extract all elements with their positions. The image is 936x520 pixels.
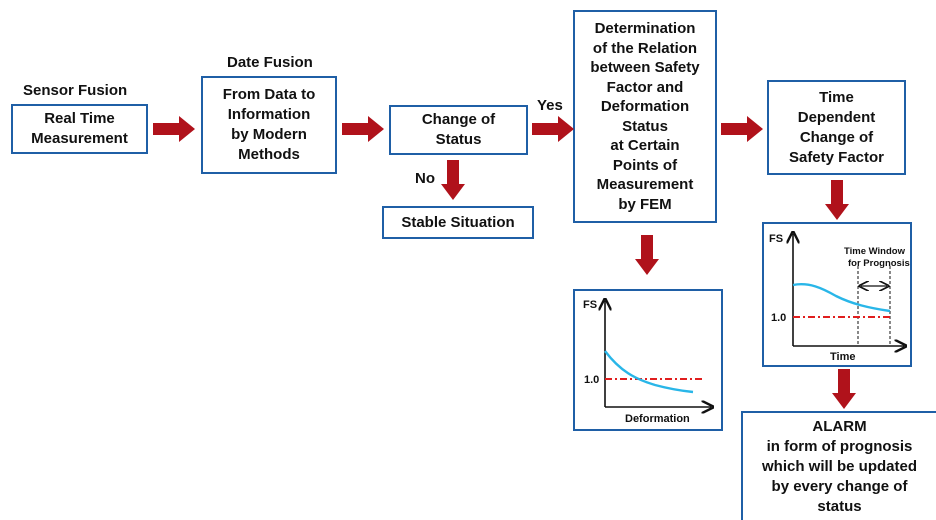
arrow-time-to-plot [825, 180, 849, 220]
stable-situation-box: Stable Situation [382, 206, 534, 239]
arrow-status-to-stable [441, 160, 465, 200]
time-fs-curve [792, 283, 891, 313]
arrow-status-to-fem [532, 116, 574, 142]
arrow-fem-to-plot [635, 235, 659, 275]
time-x-label: Time [830, 351, 855, 363]
data-to-information-box: From Data to Information by Modern Metho… [201, 76, 337, 174]
fem-y-label: FS [583, 299, 597, 311]
fem-relation-box: Determination of the Relation between Sa… [573, 10, 717, 223]
fs-time-plot: FS 1.0 Time Time Window for Prognosis [762, 222, 912, 367]
arrow-fem-to-time [721, 116, 763, 142]
time-window-label-line1: Time Window [844, 246, 906, 257]
time-threshold-label: 1.0 [771, 312, 786, 324]
date-fusion-label: Date Fusion [227, 54, 313, 71]
yes-label: Yes [537, 97, 563, 114]
fem-threshold-label: 1.0 [584, 374, 599, 386]
time-y-label: FS [769, 233, 783, 245]
arrow-data-to-status [342, 116, 384, 142]
time-window-label-line2: for Prognosis [848, 258, 910, 269]
time-dependent-safety-factor-box: Time Dependent Change of Safety Factor [767, 80, 906, 175]
real-time-measurement-box: Real Time Measurement [11, 104, 148, 154]
alarm-box: ALARM in form of prognosis which will be… [741, 411, 936, 520]
arrow-plot-to-alarm [832, 369, 856, 409]
fem-x-label: Deformation [625, 413, 690, 425]
sensor-fusion-label: Sensor Fusion [23, 82, 128, 99]
change-of-status-box: Change of Status [389, 105, 528, 155]
no-label: No [415, 170, 435, 187]
fs-deformation-plot: FS 1.0 Deformation [573, 289, 723, 431]
arrow-sensor-to-data [153, 116, 195, 142]
fem-fs-curve [604, 350, 694, 394]
